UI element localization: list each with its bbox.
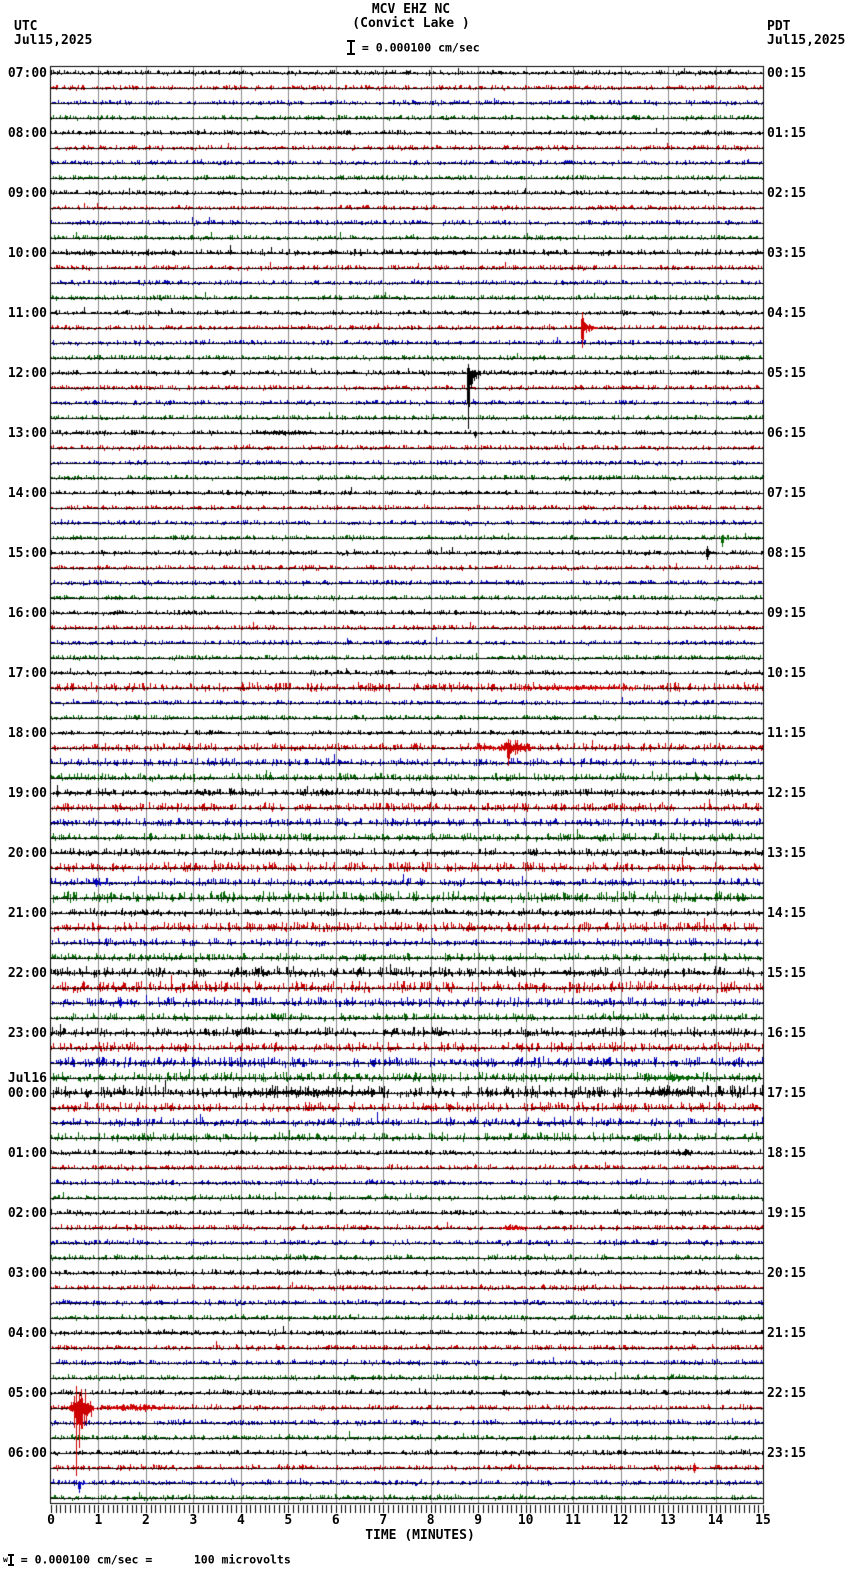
utc-hour-label: 12:00 [7, 366, 47, 381]
x-tick-label: 2 [142, 1513, 150, 1528]
header-left: UTC Jul15,2025 [14, 20, 92, 48]
pdt-hour-label: 10:15 [767, 666, 807, 681]
utc-day-break-label: Jul16 [7, 1071, 47, 1086]
pdt-hour-label: 01:15 [767, 126, 807, 141]
pdt-hour-label: 19:15 [767, 1206, 807, 1221]
utc-hour-label: 20:00 [7, 846, 47, 861]
amplitude-scale-marker: = 0.000100 cm/sec [347, 37, 480, 56]
pdt-hour-label: 16:15 [767, 1026, 807, 1041]
x-tick-label: 7 [379, 1513, 388, 1528]
calibration-footer: w = 0.000100 cm/sec = 100 microvolts [3, 1549, 291, 1568]
utc-hour-label: 08:00 [7, 126, 47, 141]
pdt-hour-label: 04:15 [767, 306, 807, 321]
pdt-hour-label: 15:15 [767, 966, 807, 981]
pdt-hour-label: 22:15 [767, 1386, 807, 1401]
utc-hour-label: 19:00 [7, 786, 47, 801]
station-title: MCV EHZ NC [371, 2, 451, 17]
utc-hour-label: 10:00 [7, 246, 47, 261]
pdt-hour-label: 09:15 [767, 606, 807, 621]
pdt-hour-label: 03:15 [767, 246, 807, 261]
utc-hour-label: 23:00 [7, 1026, 47, 1041]
x-tick-label: 6 [331, 1513, 340, 1528]
x-tick-label: 5 [284, 1513, 293, 1528]
scale-text: = 0.000100 cm/sec [355, 40, 480, 55]
pdt-hour-label: 12:15 [767, 786, 807, 801]
date-right-label: Jul15,2025 [767, 33, 846, 48]
x-tick-label: 12 [612, 1513, 629, 1528]
utc-hour-label: 02:00 [7, 1206, 47, 1221]
pdt-hour-label: 06:15 [767, 426, 807, 441]
pdt-hour-label: 18:15 [767, 1146, 807, 1161]
utc-hour-label: 03:00 [7, 1266, 47, 1281]
scale-ibeam-icon [347, 40, 355, 55]
utc-hour-label: 18:00 [7, 726, 47, 741]
x-tick-label: 14 [707, 1513, 724, 1528]
pdt-hour-label: 11:15 [767, 726, 807, 741]
utc-hour-label: 07:00 [7, 66, 47, 81]
pdt-hour-label: 05:15 [767, 366, 807, 381]
pdt-hour-label: 08:15 [767, 546, 807, 561]
x-tick-label: 8 [426, 1513, 435, 1528]
pdt-hour-label: 21:15 [767, 1326, 807, 1341]
utc-hour-label: 05:00 [7, 1386, 47, 1401]
pdt-hour-label: 14:15 [767, 906, 807, 921]
x-tick-label: 10 [517, 1513, 534, 1528]
utc-hour-label: 09:00 [7, 186, 47, 201]
pdt-hour-label: 17:15 [767, 1086, 807, 1101]
pdt-hour-label: 20:15 [767, 1266, 807, 1281]
pdt-hour-label: 07:15 [767, 486, 807, 501]
pdt-hour-label: 23:15 [767, 1446, 807, 1461]
pdt-hour-label: 02:15 [767, 186, 807, 201]
x-tick-label: 4 [236, 1513, 245, 1528]
x-axis-title: TIME (MINUTES) [365, 1528, 475, 1543]
x-tick-label: 9 [474, 1513, 483, 1528]
header-right: PDT Jul15,2025 [767, 20, 845, 48]
utc-hour-label: 15:00 [7, 546, 47, 561]
utc-hour-label: 06:00 [7, 1446, 47, 1461]
title-block: MCV EHZ NC (Convict Lake ) [251, 3, 571, 31]
utc-hour-label: 21:00 [7, 906, 47, 921]
utc-hour-label: 01:00 [7, 1146, 47, 1161]
utc-hour-label: 13:00 [7, 426, 47, 441]
utc-hour-label: 22:00 [7, 966, 47, 981]
x-tick-label: 13 [660, 1513, 676, 1528]
station-subtitle: (Convict Lake ) [352, 16, 470, 31]
timezone-right-label: PDT [767, 19, 791, 34]
timezone-left-label: UTC [14, 19, 38, 34]
utc-hour-label: 14:00 [7, 486, 47, 501]
x-tick-label: 1 [94, 1513, 103, 1528]
utc-hour-label: 04:00 [7, 1326, 47, 1341]
pdt-hour-label: 00:15 [767, 66, 807, 81]
x-tick-label: 0 [47, 1513, 55, 1528]
x-tick-label: 11 [565, 1513, 581, 1528]
utc-hour-label: 00:00 [7, 1086, 47, 1101]
footer-ibeam-icon [7, 1553, 14, 1566]
utc-hour-label: 16:00 [7, 606, 47, 621]
pdt-hour-label: 13:15 [767, 846, 807, 861]
utc-hour-label: 11:00 [7, 306, 47, 321]
x-tick-label: 3 [189, 1513, 198, 1528]
x-tick-label: 15 [755, 1513, 771, 1528]
calibration-text: = 0.000100 cm/sec = 100 microvolts [13, 1552, 291, 1567]
date-left-label: Jul15,2025 [14, 33, 93, 48]
footer-wave-glyph: w [3, 1555, 8, 1564]
utc-hour-label: 17:00 [7, 666, 47, 681]
